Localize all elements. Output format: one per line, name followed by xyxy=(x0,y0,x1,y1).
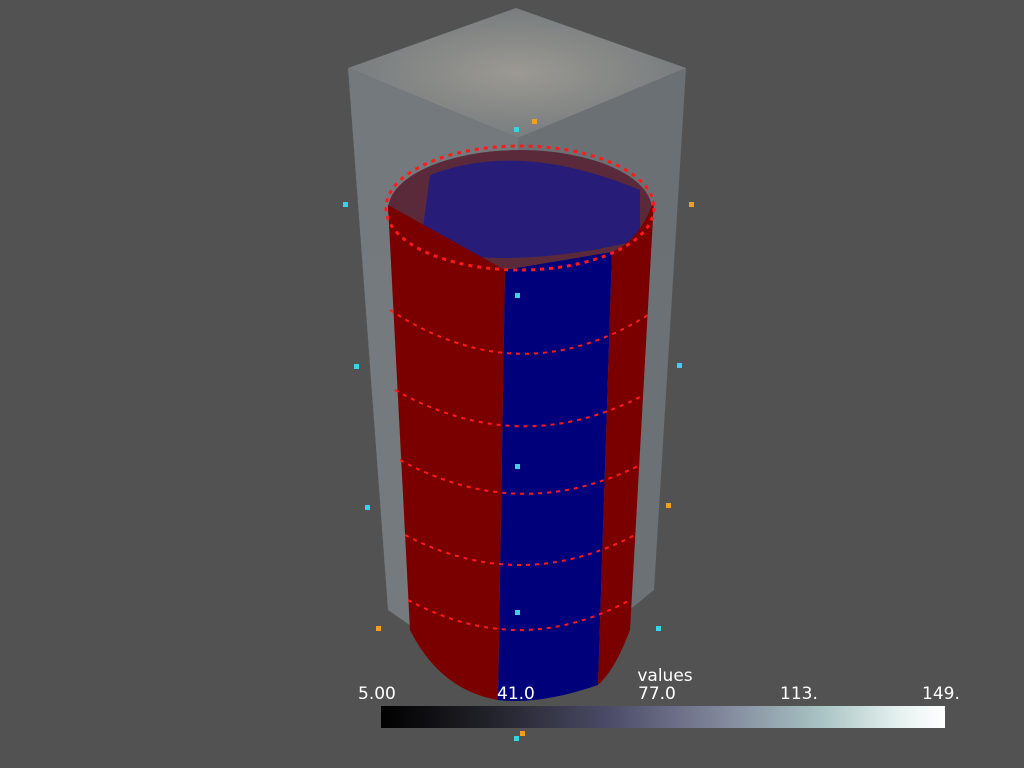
point xyxy=(354,364,359,369)
point xyxy=(666,503,671,508)
ring-1 xyxy=(389,309,649,355)
cylinder-inner-blue xyxy=(420,160,640,258)
point-markers xyxy=(343,119,694,741)
point xyxy=(520,731,525,736)
scalar-bar-tick: 77.0 xyxy=(638,684,676,704)
point xyxy=(376,626,381,631)
ring-3 xyxy=(399,459,641,495)
point xyxy=(515,293,520,298)
scalar-bar-tick: 41.0 xyxy=(497,684,535,704)
point xyxy=(343,202,348,207)
point xyxy=(515,464,520,469)
point xyxy=(365,505,370,510)
point xyxy=(677,363,682,368)
cylinder-red-left xyxy=(388,205,505,700)
point xyxy=(532,119,537,124)
point xyxy=(689,202,694,207)
scalar-bar-tick: 149. xyxy=(922,684,960,704)
scalar-bar-tick: 113. xyxy=(780,684,818,704)
cylinder-rim xyxy=(384,144,656,272)
scalar-bar-gradient xyxy=(381,706,945,728)
cylinder-shell xyxy=(384,144,656,701)
point xyxy=(514,127,519,132)
scalar-bar-title: values xyxy=(637,666,693,686)
point xyxy=(514,736,519,741)
ring-4 xyxy=(404,534,636,566)
scalar-bar-tick: 5.00 xyxy=(358,684,396,704)
ring-5 xyxy=(407,599,631,631)
ring-2 xyxy=(394,389,645,428)
box-top-face xyxy=(348,8,686,138)
cylinder-blue-band xyxy=(498,252,612,701)
point xyxy=(656,626,661,631)
cylinder-red-right xyxy=(598,200,654,685)
point xyxy=(515,610,520,615)
